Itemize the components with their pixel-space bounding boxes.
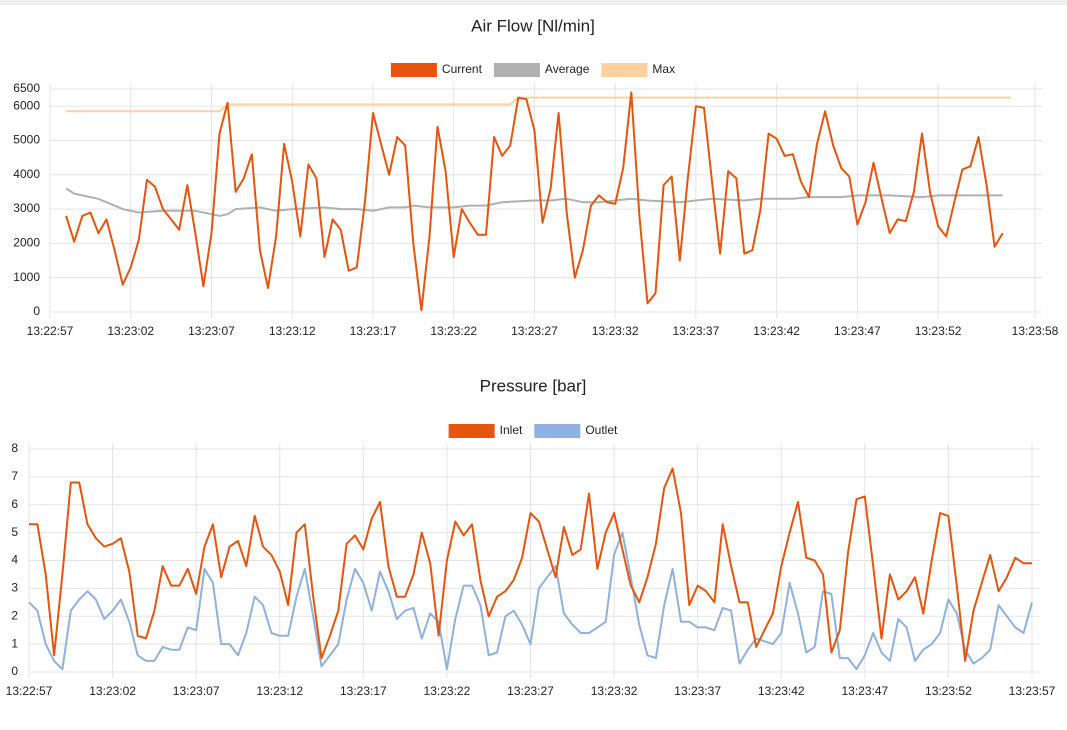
x-tick-label: 13:23:37 (674, 684, 721, 698)
x-tick-label: 13:23:47 (834, 324, 881, 338)
x-tick-label: 13:23:58 (1012, 324, 1059, 338)
x-tick-label: 13:23:32 (592, 324, 639, 338)
y-tick-label: 0 (33, 304, 40, 318)
x-tick-label: 13:23:47 (841, 684, 888, 698)
legend-swatch (448, 424, 495, 438)
y-tick-label: 2 (11, 608, 18, 622)
x-tick-label: 13:23:57 (1009, 684, 1056, 698)
y-tick-label: 6500 (13, 81, 40, 95)
x-tick-label: 13:23:02 (107, 324, 154, 338)
series-line (66, 96, 1011, 113)
legend-swatch (601, 63, 648, 77)
x-tick-label: 13:23:52 (925, 684, 972, 698)
x-tick-label: 13:23:07 (173, 684, 220, 698)
x-tick-label: 13:22:57 (6, 684, 53, 698)
x-tick-label: 13:22:57 (27, 324, 74, 338)
series-line (29, 467, 1032, 662)
y-tick-label: 6000 (13, 98, 40, 112)
x-tick-label: 13:23:32 (591, 684, 638, 698)
legend-label: Outlet (585, 423, 618, 437)
legend-swatch (493, 63, 540, 77)
y-tick-label: 2000 (13, 236, 40, 250)
y-tick-label: 4000 (13, 167, 40, 181)
x-tick-label: 13:23:02 (89, 684, 136, 698)
top-strip (0, 0, 1067, 5)
legend-swatch (534, 424, 581, 438)
x-tick-label: 13:23:22 (430, 324, 477, 338)
legend-label: Inlet (500, 423, 523, 437)
chart-title: Air Flow [Nl/min] (471, 16, 595, 35)
x-tick-label: 13:23:17 (340, 684, 387, 698)
x-tick-label: 13:23:27 (511, 324, 558, 338)
x-tick-label: 13:23:37 (673, 324, 720, 338)
x-tick-label: 13:23:42 (758, 684, 805, 698)
y-tick-label: 0 (11, 664, 18, 678)
series-line (65, 91, 1004, 312)
y-tick-label: 1 (11, 636, 18, 650)
x-tick-label: 13:23:27 (507, 684, 554, 698)
x-tick-label: 13:23:22 (424, 684, 471, 698)
x-tick-label: 13:23:17 (350, 324, 397, 338)
y-tick-label: 3000 (13, 201, 40, 215)
y-tick-label: 7 (11, 469, 18, 483)
series-line (65, 187, 1003, 217)
y-tick-label: 6 (11, 497, 18, 511)
legend-label: Current (442, 62, 483, 76)
x-tick-label: 13:23:42 (753, 324, 800, 338)
legend-label: Max (652, 62, 675, 76)
y-tick-label: 8 (11, 441, 18, 455)
legend-swatch (390, 63, 437, 77)
x-tick-label: 13:23:12 (269, 324, 316, 338)
y-tick-label: 3 (11, 581, 18, 595)
series-line (28, 531, 1033, 671)
legend-label: Average (545, 62, 590, 76)
x-tick-label: 13:23:52 (915, 324, 962, 338)
y-tick-label: 1000 (13, 270, 40, 284)
y-tick-label: 4 (11, 553, 18, 567)
x-tick-label: 13:23:07 (188, 324, 235, 338)
chart-title: Pressure [bar] (480, 376, 587, 395)
x-tick-label: 13:23:12 (256, 684, 303, 698)
y-tick-label: 5 (11, 525, 18, 539)
y-tick-label: 5000 (13, 133, 40, 147)
